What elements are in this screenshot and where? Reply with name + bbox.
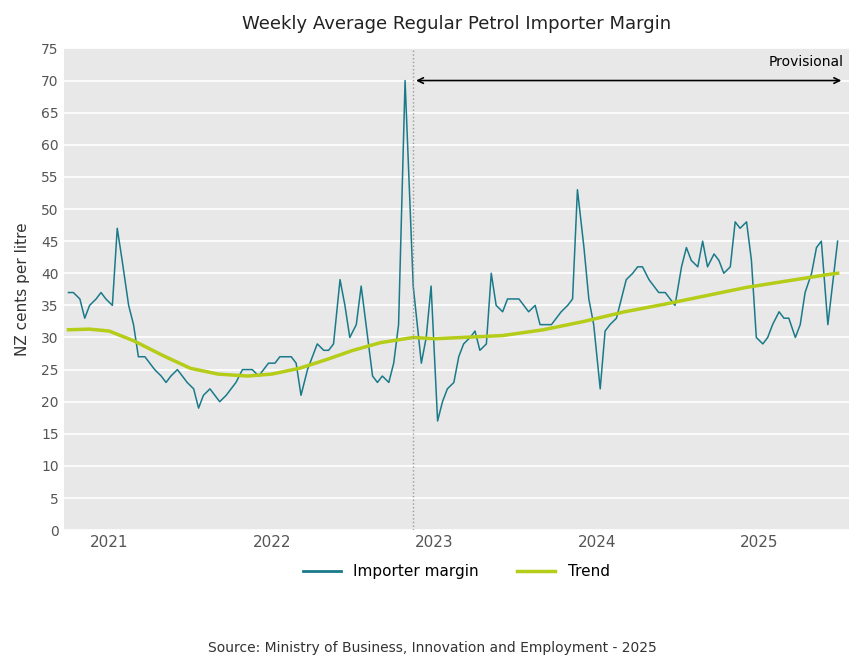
Legend: Importer margin, Trend: Importer margin, Trend [297,558,616,585]
Y-axis label: NZ cents per litre: NZ cents per litre [15,222,30,356]
Title: Weekly Average Regular Petrol Importer Margin: Weekly Average Regular Petrol Importer M… [242,15,670,33]
Text: Source: Ministry of Business, Innovation and Employment - 2025: Source: Ministry of Business, Innovation… [207,641,657,655]
Text: Provisional: Provisional [769,55,844,69]
